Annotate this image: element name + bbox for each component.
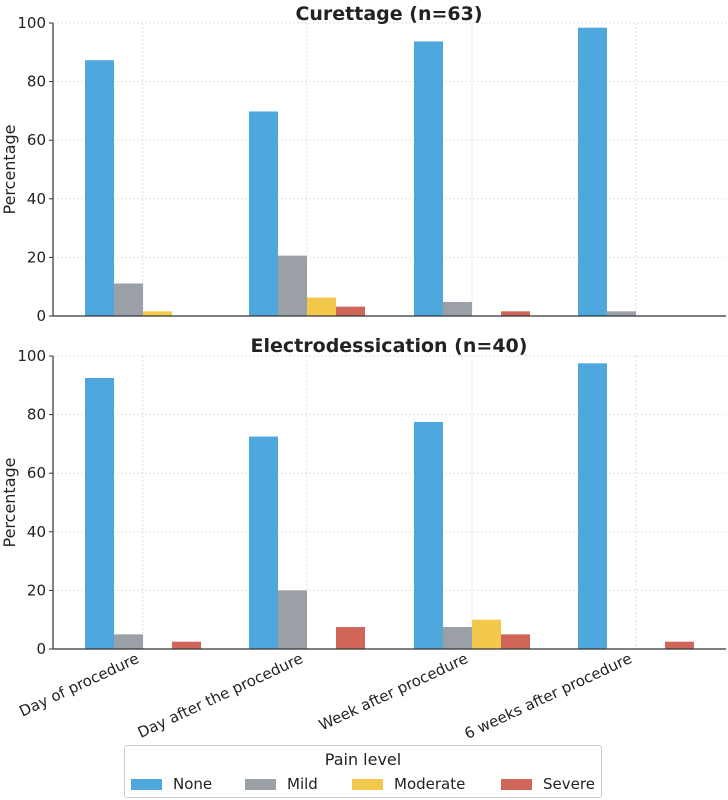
chart-title: Electrodessication (n=40) (251, 335, 528, 357)
y-tick-label: 20 (27, 581, 46, 599)
bar-moderate-0 (143, 311, 172, 316)
y-tick-label: 0 (36, 307, 46, 325)
legend-entry-none: None (131, 774, 212, 794)
x-tick-label-2: Week after procedure (316, 649, 471, 734)
legend-entry-severe: Severe (501, 774, 595, 794)
bar-mild-1 (278, 590, 307, 649)
x-tick-label-3: 6 weeks after procedure (462, 649, 635, 743)
bar-none-1 (249, 436, 278, 649)
bar-none-0 (85, 60, 114, 316)
legend-entry-moderate: Moderate (352, 774, 465, 794)
bar-mild-0 (114, 634, 143, 649)
legend-swatch-mild (245, 778, 276, 790)
bar-severe-2 (501, 634, 530, 649)
panel-curettage: 0 20 40 60 80 100 Curettage (n=63) Percentage (0, 3, 726, 325)
bar-mild-0 (114, 283, 143, 316)
y-tick-label: 80 (27, 406, 46, 424)
bar-severe-1 (336, 306, 365, 316)
bar-none-3 (578, 363, 607, 649)
y-tick-label: 100 (17, 347, 46, 365)
legend-label-severe: Severe (543, 775, 595, 793)
bar-moderate-2 (472, 619, 501, 649)
bar-none-2 (414, 41, 443, 317)
bar-none-3 (578, 27, 607, 317)
bar-mild-2 (443, 627, 472, 649)
legend-entry-mild: Mild (245, 774, 318, 794)
bar-severe-0 (172, 641, 201, 649)
bar-none-2 (414, 421, 443, 649)
bar-moderate-1 (307, 297, 336, 316)
legend-label-none: None (173, 775, 213, 793)
legend: Pain level None Mild Moderate Severe (124, 745, 602, 798)
y-tick-label: 0 (36, 640, 46, 658)
bar-none-1 (249, 111, 278, 317)
legend-swatch-moderate (352, 778, 383, 790)
y-tick-label: 40 (27, 523, 46, 541)
y-tick-label: 20 (27, 248, 46, 266)
bar-mild-3 (607, 311, 636, 316)
bar-mild-1 (278, 255, 307, 316)
x-tick-label-0: Day of procedure (17, 649, 142, 720)
bar-none-0 (85, 377, 114, 649)
legend-swatch-none (131, 778, 162, 790)
y-tick-label: 80 (27, 73, 46, 91)
y-tick-label: 60 (27, 131, 46, 149)
bar-severe-3 (665, 641, 694, 649)
y-tick-label: 60 (27, 464, 46, 482)
legend-label-moderate: Moderate (394, 775, 466, 793)
bar-mild-2 (443, 301, 472, 316)
y-tick-label: 100 (17, 14, 46, 32)
bar-severe-2 (501, 311, 530, 316)
bar-severe-1 (336, 627, 365, 649)
chart-title: Curettage (n=63) (295, 3, 482, 25)
legend-swatch-severe (501, 778, 532, 790)
legend-title: Pain level (324, 750, 402, 769)
y-axis-label: Percentage (0, 124, 19, 214)
legend-label-mild: Mild (287, 775, 318, 793)
y-tick-label: 40 (27, 190, 46, 208)
y-axis-label: Percentage (0, 457, 19, 547)
panel-electrodessication: 0 20 40 60 80 100 Electrodessication (n=40) Per… (0, 335, 726, 743)
x-tick-label-1: Day after the procedure (135, 649, 306, 741)
